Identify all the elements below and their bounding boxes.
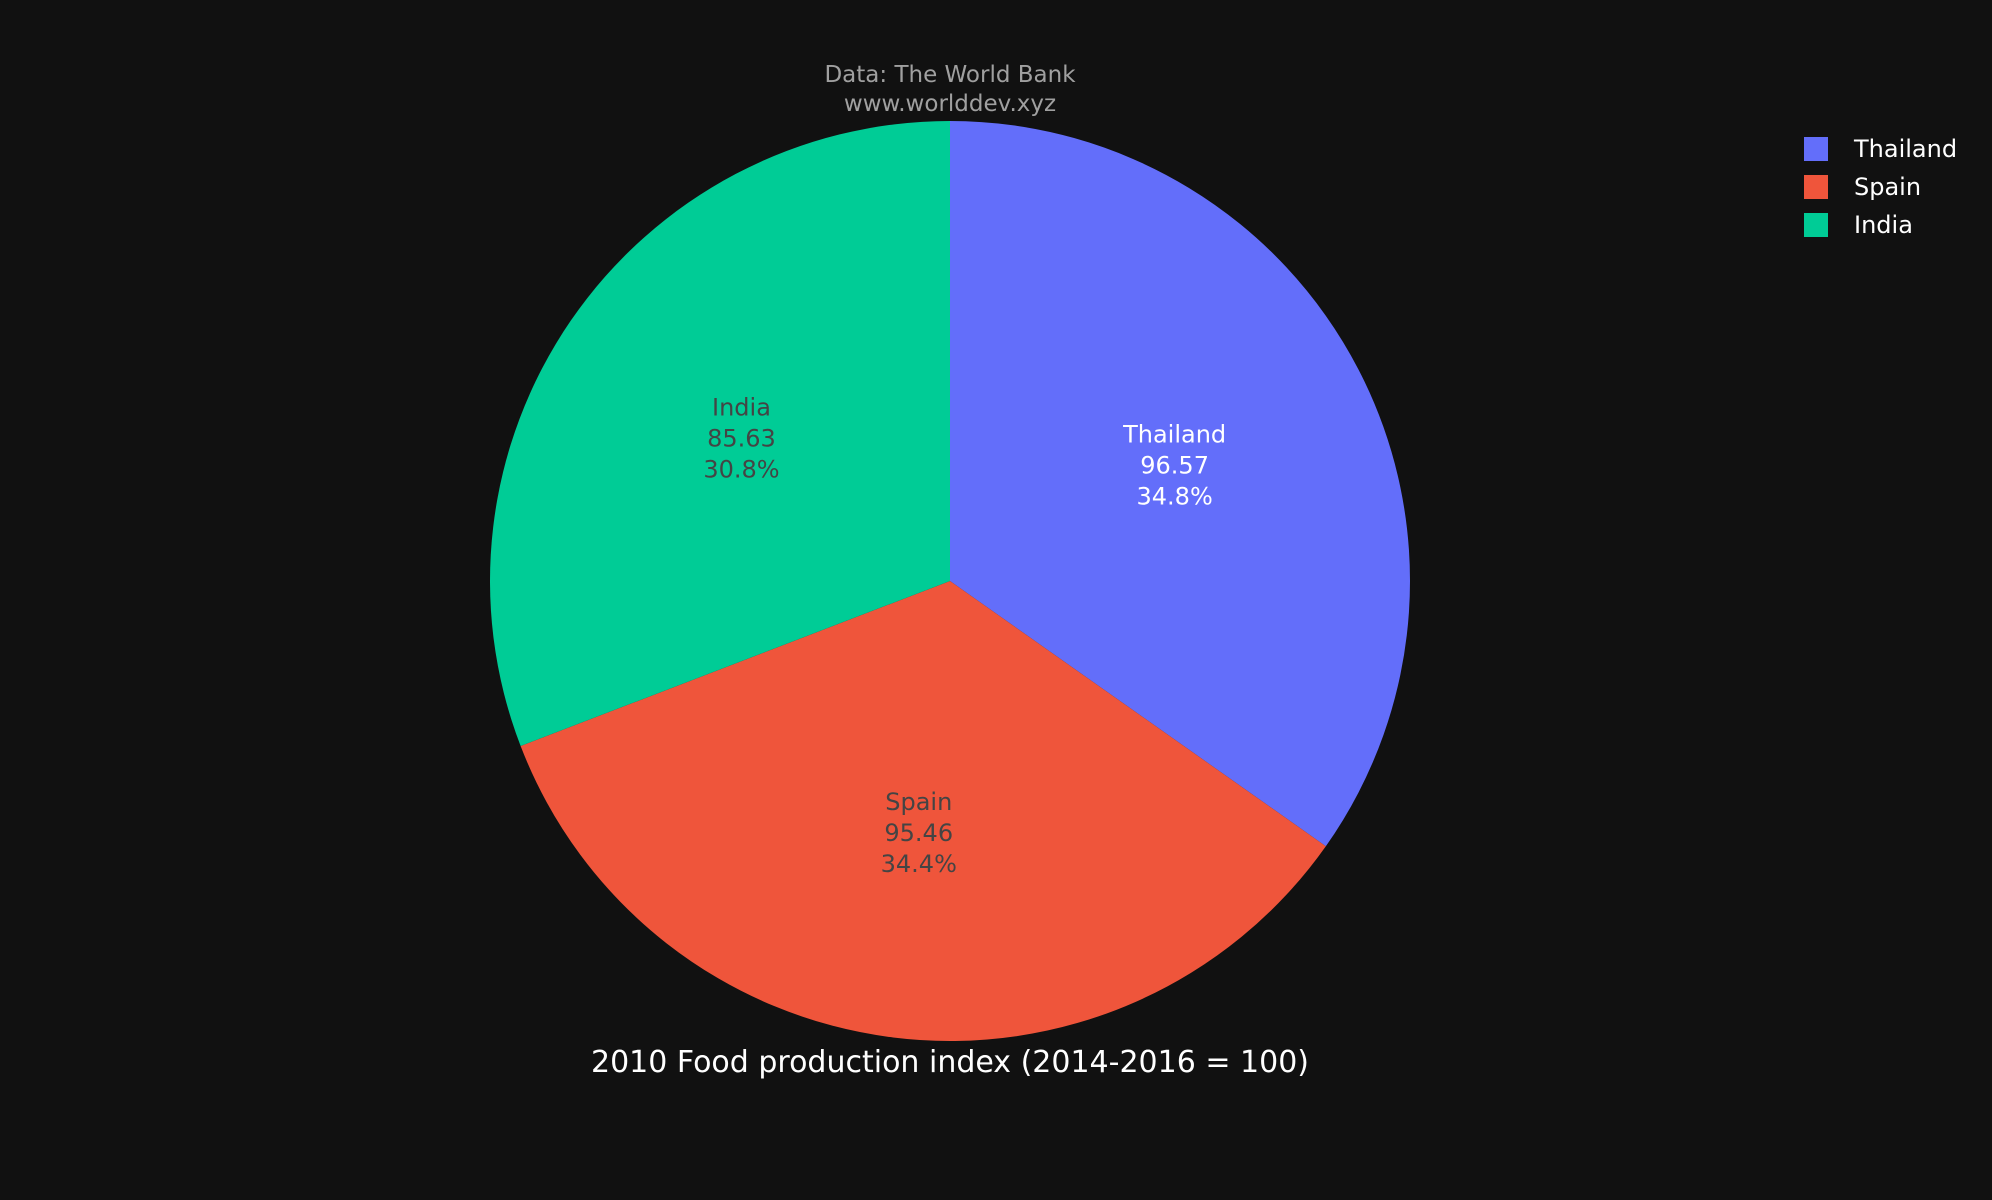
legend-swatch-spain[interactable] — [1804, 175, 1828, 199]
slice-label-spain: Spain — [885, 788, 952, 816]
slice-value-india: 85.63 — [707, 425, 776, 453]
pie-slice-spain[interactable] — [520, 581, 1326, 1041]
legend-swatch-thailand[interactable] — [1804, 137, 1828, 161]
slice-percent-spain: 34.4% — [881, 850, 957, 878]
legend-label-spain[interactable]: Spain — [1854, 173, 1921, 201]
legend-label-thailand[interactable]: Thailand — [1853, 135, 1957, 163]
legend-swatch-india[interactable] — [1804, 213, 1828, 237]
chart-title: 2010 Food production index (2014-2016 = … — [591, 1045, 1309, 1080]
pie-slice-labels: Thailand 96.57 34.8% Spain 95.46 34.4% India 85… — [703, 394, 1226, 878]
pie-slices — [489, 121, 1410, 1041]
chart-subtitle-line-1: Data: The World Bank — [824, 62, 1076, 88]
slice-percent-india: 30.8% — [703, 456, 779, 484]
pie-slice-india[interactable] — [489, 121, 950, 747]
slice-value-thailand: 96.57 — [1140, 452, 1209, 480]
slice-percent-thailand: 34.8% — [1137, 483, 1213, 511]
slice-label-thailand: Thailand — [1122, 421, 1226, 449]
slice-label-india: India — [712, 394, 771, 422]
chart-subtitle-line-2: www.worlddev.xyz — [844, 91, 1056, 117]
legend-label-india[interactable]: India — [1854, 211, 1913, 239]
legend: Thailand Spain India — [1804, 135, 1957, 239]
slice-value-spain: 95.46 — [884, 819, 953, 847]
pie-slice-thailand[interactable] — [950, 121, 1410, 847]
